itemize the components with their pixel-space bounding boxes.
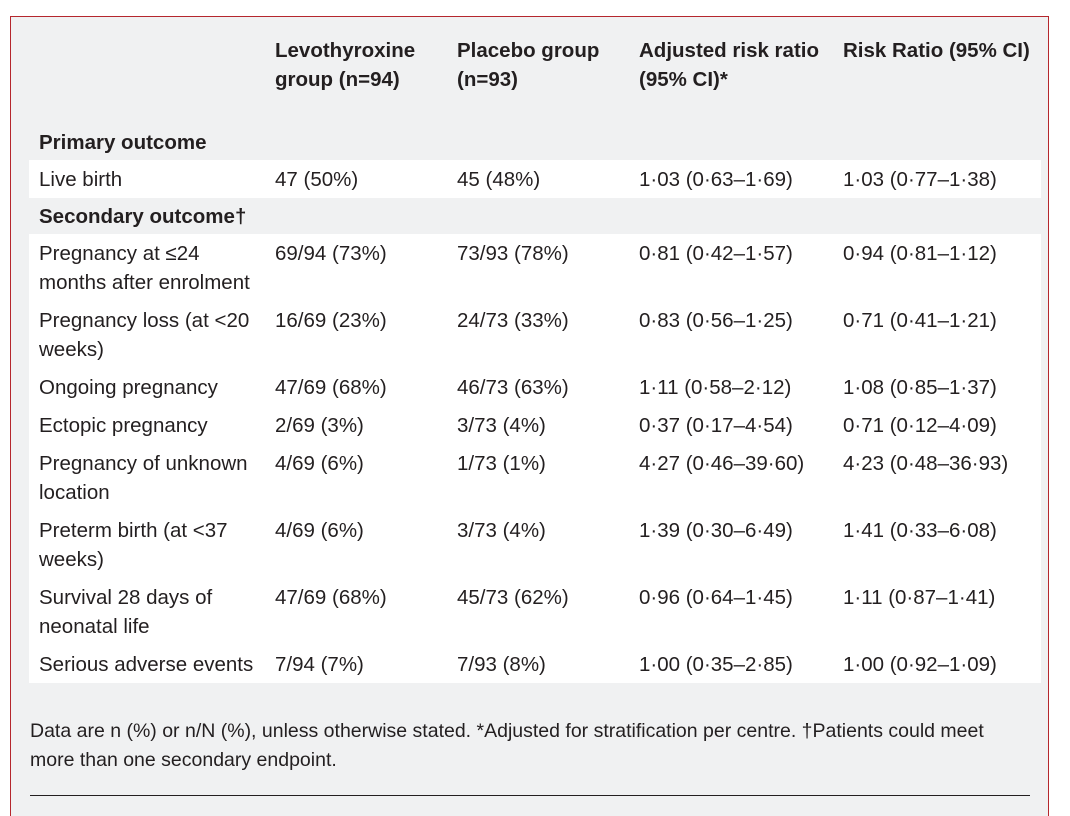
outcome-cell: Ectopic pregnancy — [29, 406, 265, 444]
outcome-cell: Serious adverse events — [29, 645, 265, 683]
levothyroxine-cell: 47/69 (68%) — [265, 368, 447, 406]
adjusted-rr-cell: 1·03 (0·63–1·69) — [629, 160, 833, 198]
adjusted-rr-cell: 4·27 (0·46–39·60) — [629, 444, 833, 511]
adjusted-rr-cell: 0·83 (0·56–1·25) — [629, 301, 833, 368]
bottom-rule — [30, 795, 1030, 796]
adjusted-rr-cell: 0·37 (0·17–4·54) — [629, 406, 833, 444]
section-header-row: Secondary outcome† — [29, 198, 1041, 234]
header-cell-levothyroxine: Levothyroxine group (n=94) — [275, 39, 416, 91]
rr-cell: 4·23 (0·48–36·93) — [833, 444, 1041, 511]
levothyroxine-cell: 2/69 (3%) — [265, 406, 447, 444]
outcome-cell: Survival 28 days of neonatal life — [29, 578, 265, 645]
outcomes-table: Levothyroxine group (n=94) Placebo group… — [29, 36, 1041, 683]
rr-cell: 0·94 (0·81–1·12) — [833, 234, 1041, 301]
placebo-cell: 73/93 (78%) — [447, 234, 629, 301]
rr-cell: 1·41 (0·33–6·08) — [833, 511, 1041, 578]
table-row: Live birth 47 (50%) 45 (48%) 1·03 (0·63–1·6… — [29, 160, 1041, 198]
rr-cell: 1·11 (0·87–1·41) — [833, 578, 1041, 645]
levothyroxine-cell: 47 (50%) — [265, 160, 447, 198]
rr-cell: 0·71 (0·41–1·21) — [833, 301, 1041, 368]
placebo-cell: 3/73 (4%) — [447, 406, 629, 444]
outcome-cell: Pregnancy at ≤24 months after enrolment — [29, 234, 265, 301]
table-row: Ectopic pregnancy 2/69 (3%) 3/73 (4%) 0·37 … — [29, 406, 1041, 444]
rr-cell: 1·00 (0·92–1·09) — [833, 645, 1041, 683]
table-row: Ongoing pregnancy 47/69 (68%) 46/73 (63%) 1… — [29, 368, 1041, 406]
header-cell-outcome — [29, 36, 265, 124]
adjusted-rr-cell: 1·39 (0·30–6·49) — [629, 511, 833, 578]
adjusted-rr-cell: 1·11 (0·58–2·12) — [629, 368, 833, 406]
header-cell-placebo: Placebo group (n=93) — [457, 39, 600, 91]
adjusted-rr-cell: 1·00 (0·35–2·85) — [629, 645, 833, 683]
levothyroxine-cell: 4/69 (6%) — [265, 444, 447, 511]
table-row: Serious adverse events 7/94 (7%) 7/93 (8%)… — [29, 645, 1041, 683]
table-row: Survival 28 days of neonatal life 47/69 (… — [29, 578, 1041, 645]
table-row: Preterm birth (at <37 weeks) 4/69 (6%) 3/7… — [29, 511, 1041, 578]
section-label: Primary outcome — [39, 131, 207, 154]
placebo-cell: 1/73 (1%) — [447, 444, 629, 511]
placebo-cell: 3/73 (4%) — [447, 511, 629, 578]
section-header-row: Primary outcome — [29, 124, 1041, 160]
rr-cell: 1·08 (0·85–1·37) — [833, 368, 1041, 406]
table-panel: Levothyroxine group (n=94) Placebo group… — [10, 16, 1049, 816]
placebo-cell: 7/93 (8%) — [447, 645, 629, 683]
table-row: Pregnancy loss (at <20 weeks) 16/69 (23%)… — [29, 301, 1041, 368]
outcome-cell: Preterm birth (at <37 weeks) — [29, 511, 265, 578]
outcome-cell: Live birth — [29, 160, 265, 198]
placebo-cell: 46/73 (63%) — [447, 368, 629, 406]
placebo-cell: 45 (48%) — [447, 160, 629, 198]
rr-cell: 0·71 (0·12–4·09) — [833, 406, 1041, 444]
header-cell-adjusted-rr: Adjusted risk ratio (95% CI)* — [639, 39, 819, 91]
table-footnote: Data are n (%) or n/N (%), unless otherw… — [30, 720, 984, 771]
outcome-cell: Pregnancy of unknown location — [29, 444, 265, 511]
header-row: Levothyroxine group (n=94) Placebo group… — [29, 36, 1041, 124]
rr-cell: 1·03 (0·77–1·38) — [833, 160, 1041, 198]
outcome-cell: Pregnancy loss (at <20 weeks) — [29, 301, 265, 368]
placebo-cell: 45/73 (62%) — [447, 578, 629, 645]
placebo-cell: 24/73 (33%) — [447, 301, 629, 368]
table-row: Pregnancy at ≤24 months after enrolment 6… — [29, 234, 1041, 301]
levothyroxine-cell: 4/69 (6%) — [265, 511, 447, 578]
header-cell-rr: Risk Ratio (95% CI) — [843, 39, 1030, 62]
levothyroxine-cell: 69/94 (73%) — [265, 234, 447, 301]
adjusted-rr-cell: 0·96 (0·64–1·45) — [629, 578, 833, 645]
levothyroxine-cell: 16/69 (23%) — [265, 301, 447, 368]
outcome-cell: Ongoing pregnancy — [29, 368, 265, 406]
adjusted-rr-cell: 0·81 (0·42–1·57) — [629, 234, 833, 301]
levothyroxine-cell: 47/69 (68%) — [265, 578, 447, 645]
table-row: Pregnancy of unknown location 4/69 (6%) 1/… — [29, 444, 1041, 511]
section-label: Secondary outcome† — [39, 205, 247, 228]
levothyroxine-cell: 7/94 (7%) — [265, 645, 447, 683]
